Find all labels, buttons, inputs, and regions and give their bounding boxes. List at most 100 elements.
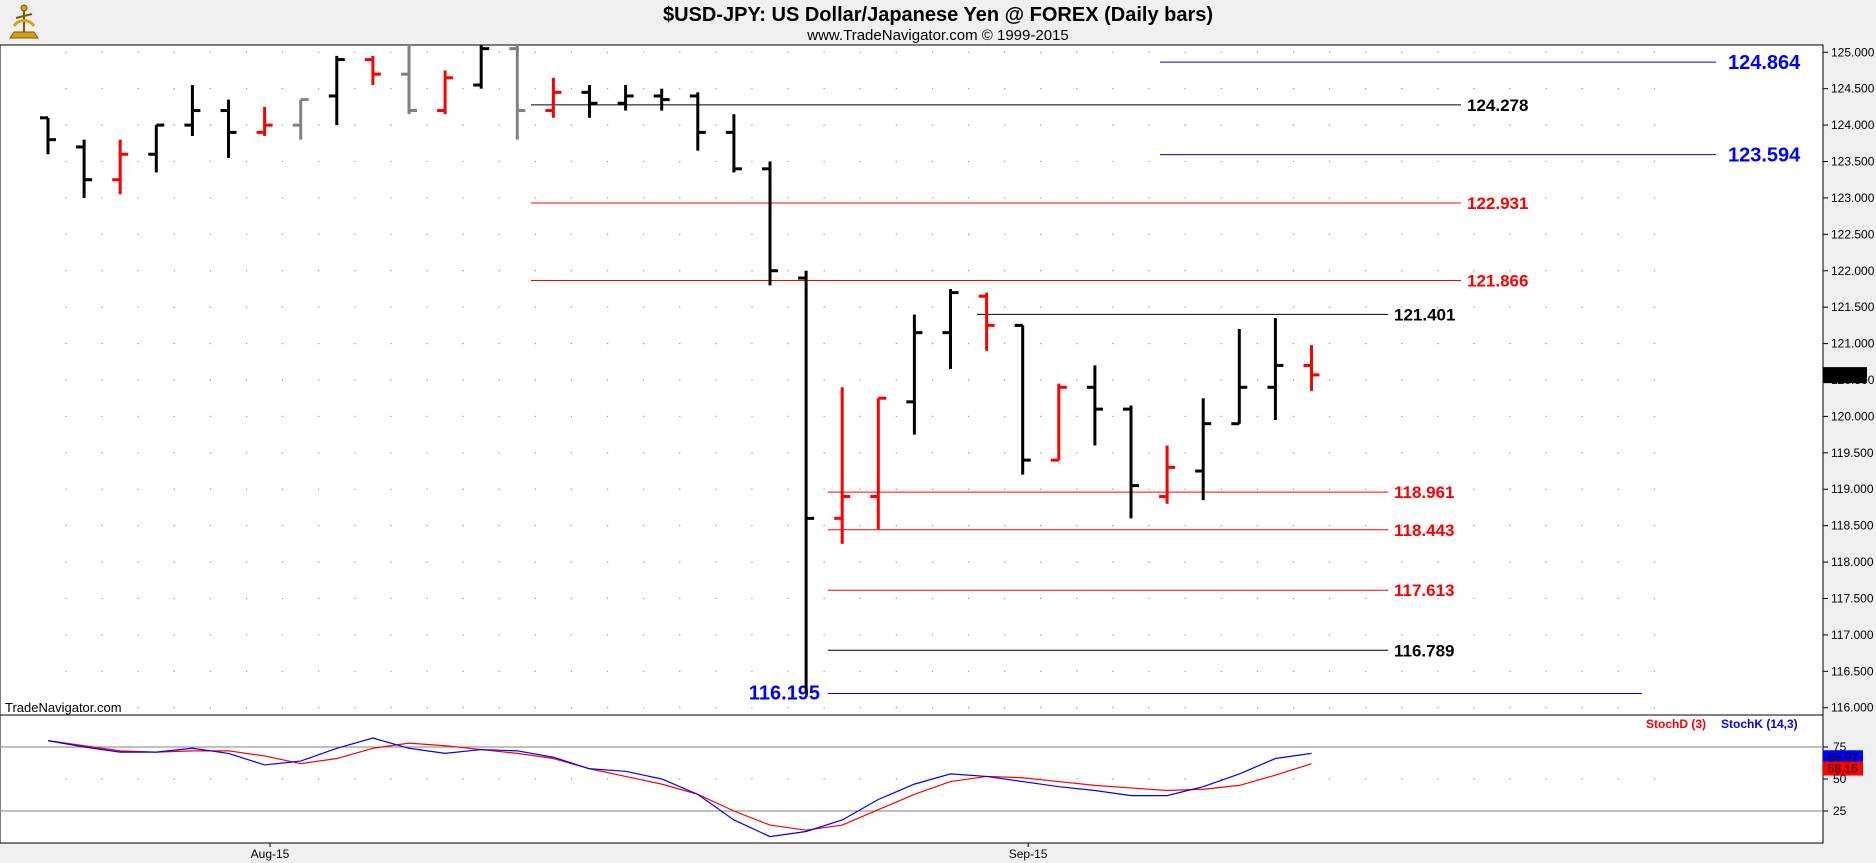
x-tick-label: Aug-15 xyxy=(251,847,290,861)
ohlc-bar xyxy=(40,116,56,155)
price-level-line: 124.278 xyxy=(531,96,1528,115)
stochd-readout: 58.15 xyxy=(1823,761,1863,776)
ohlc-bar xyxy=(1086,365,1103,446)
ohlc-bar xyxy=(617,85,634,111)
ohlc-bar xyxy=(256,106,273,137)
stoch-y-tick-label: 50 xyxy=(1833,772,1847,786)
price-level-line: 116.195 xyxy=(749,683,1642,705)
y-tick-label: 119.500 xyxy=(1831,446,1874,460)
stochk-line xyxy=(47,737,1312,838)
ohlc-bar xyxy=(1050,383,1067,462)
y-tick-label: 118.500 xyxy=(1831,519,1874,533)
price-level-line: 124.864 xyxy=(1160,52,1801,74)
ohlc-bar xyxy=(401,45,417,115)
ohlc-bar xyxy=(798,270,815,694)
ohlc-bar xyxy=(906,314,923,435)
price-level-line: 116.789 xyxy=(828,641,1455,660)
x-tick-label: Sep-15 xyxy=(1009,847,1048,861)
ohlc-bar xyxy=(148,123,165,173)
ohlc-bar xyxy=(545,77,562,118)
price-level-label: 118.443 xyxy=(1394,521,1455,540)
ohlc-bar xyxy=(1267,318,1284,421)
price-level-label: 116.195 xyxy=(749,683,820,705)
sextant-logo-icon xyxy=(9,4,39,39)
ohlc-bar xyxy=(509,45,526,140)
y-tick-label: 119.000 xyxy=(1831,482,1874,496)
ohlc-bar xyxy=(1303,345,1320,391)
y-tick-label: 121.500 xyxy=(1831,300,1875,314)
ohlc-bar xyxy=(364,55,381,86)
price-level-line: 118.961 xyxy=(828,483,1455,502)
price-level-line: 117.613 xyxy=(828,581,1455,600)
ohlc-bar xyxy=(473,45,490,89)
ohlc-bar xyxy=(978,292,995,351)
ohlc-bar xyxy=(870,396,887,530)
legend-stochd: StochD (3) xyxy=(1646,717,1706,731)
price-level-label: 116.789 xyxy=(1394,641,1455,660)
y-tick-label: 116.000 xyxy=(1831,701,1874,715)
price-level-line: 123.594 xyxy=(1160,145,1801,167)
ohlc-bar xyxy=(942,288,959,370)
ohlc-bar xyxy=(1195,398,1212,501)
ohlc-bar xyxy=(834,387,851,544)
ohlc-bar xyxy=(112,139,129,195)
ohlc-bar xyxy=(328,55,345,126)
ohlc-bar xyxy=(725,114,742,173)
y-tick-label: 123.000 xyxy=(1831,191,1875,205)
stochd-line xyxy=(47,740,1312,831)
ohlc-bar xyxy=(689,92,706,151)
chart-subtitle: www.TradeNavigator.com © 1999-2015 xyxy=(806,27,1068,44)
y-tick-label: 125.000 xyxy=(1831,45,1875,59)
last-price-label: 120.567 xyxy=(1823,368,1867,382)
ohlc-bar xyxy=(653,88,670,111)
stoch-y-tick-label: 75 xyxy=(1833,740,1847,754)
price-level-label: 121.866 xyxy=(1467,272,1528,291)
last-price-marker: 120.567 xyxy=(1823,367,1867,384)
y-tick-label: 117.000 xyxy=(1831,628,1874,642)
y-tick-label: 122.500 xyxy=(1831,227,1875,241)
stochastic-panel xyxy=(0,714,1824,844)
ohlc-bar xyxy=(581,85,598,118)
ohlc-bar xyxy=(220,99,237,158)
ohlc-bar xyxy=(76,139,93,198)
ohlc-bar xyxy=(184,85,201,137)
y-tick-label: 124.500 xyxy=(1831,82,1875,96)
price-level-line: 121.866 xyxy=(531,272,1528,291)
y-tick-label: 118.000 xyxy=(1831,555,1874,569)
price-level-label: 124.864 xyxy=(1728,52,1801,74)
price-level-label: 117.613 xyxy=(1394,581,1455,600)
stoch-y-tick-label: 25 xyxy=(1833,804,1847,818)
y-tick-label: 116.500 xyxy=(1831,664,1874,678)
price-level-label: 122.931 xyxy=(1467,194,1528,213)
y-tick-label: 122.000 xyxy=(1831,264,1875,278)
legend-stochk: StochK (14,3) xyxy=(1721,717,1798,731)
ohlc-bar xyxy=(762,161,778,286)
y-tick-label: 121.000 xyxy=(1831,337,1875,351)
y-tick-label: 123.500 xyxy=(1831,155,1875,169)
price-level-label: 124.278 xyxy=(1467,96,1528,115)
price-level-label: 121.401 xyxy=(1394,305,1455,324)
y-tick-label: 124.000 xyxy=(1831,118,1875,132)
ohlc-bar xyxy=(292,98,309,140)
price-level-line: 122.931 xyxy=(531,194,1528,213)
chart-title: $USD-JPY: US Dollar/Japanese Yen @ FOREX… xyxy=(663,4,1213,26)
ohlc-bar xyxy=(1159,445,1176,504)
ohlc-bar xyxy=(1231,329,1248,426)
y-tick-label: 120.000 xyxy=(1831,409,1875,423)
stochk-value: 66.97 xyxy=(1828,750,1858,764)
y-tick-label: 117.500 xyxy=(1831,591,1874,605)
price-level-line: 118.443 xyxy=(828,521,1455,540)
price-level-label: 118.961 xyxy=(1394,483,1455,502)
ohlc-bar xyxy=(437,70,454,115)
price-panel xyxy=(0,44,1824,716)
stochd-value: 58.15 xyxy=(1828,762,1858,776)
price-level-label: 123.594 xyxy=(1728,145,1801,167)
ohlc-bar xyxy=(1123,405,1139,519)
stochk-readout: 66.97 xyxy=(1823,750,1863,765)
price-level-line: 121.401 xyxy=(977,305,1455,324)
ohlc-bar xyxy=(1014,323,1031,475)
watermark-text: TradeNavigator.com xyxy=(5,700,122,715)
y-tick-label: 120.500 xyxy=(1831,373,1875,387)
